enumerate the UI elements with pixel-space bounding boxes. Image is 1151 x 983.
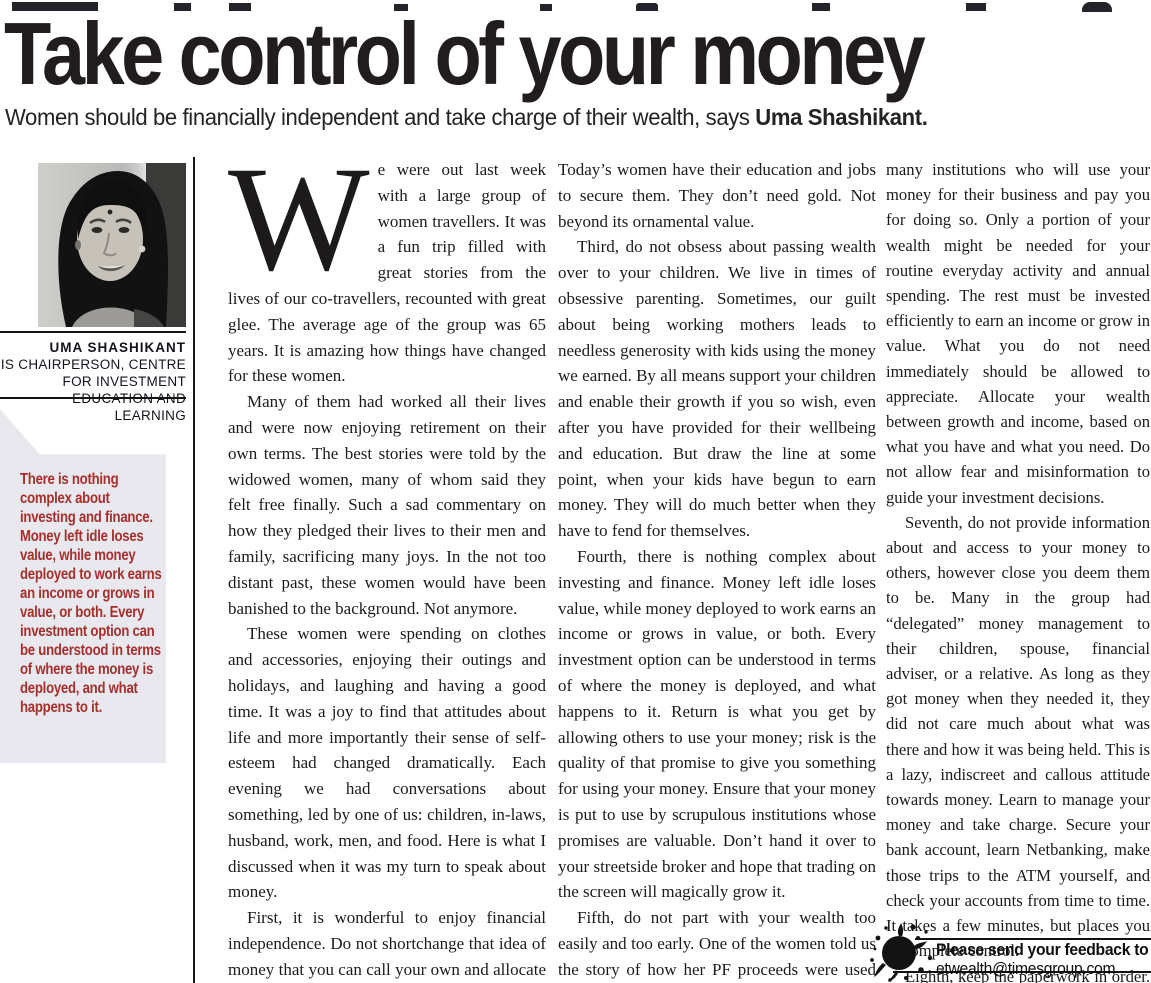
paragraph: many institutions who will use your mone… [886,160,1150,507]
paragraph: These women were spending on clothes and… [228,624,546,902]
pull-quote-text: There is nothing complex about investing… [20,471,162,716]
paragraph: Seventh, do not provide information abou… [886,512,1150,961]
crop-artifact [812,3,830,11]
crop-artifact [12,2,98,11]
paragraph: Fifth, do not part with your wealth too … [558,908,876,979]
paragraph: Today’s women have their education and j… [558,160,876,231]
crop-artifact [636,3,658,11]
column-divider-rule [193,157,195,983]
paragraph: Third, do not obsess about passing wealt… [558,237,876,541]
crop-artifact [1082,2,1112,12]
paragraph-text: e were out last week with a large group … [228,160,546,386]
feedback-label: Please send your feedback to [936,941,1149,959]
author-photo [38,163,186,327]
crop-artifact [966,3,986,11]
article-subtitle: Women should be financially independent … [5,104,928,131]
article-column-3: many institutions who will use your mone… [886,157,1150,983]
crop-artifact [229,3,251,11]
paragraph: Fourth, there is nothing complex about i… [558,546,876,902]
feedback-rule-top [915,938,1151,940]
drop-cap: W [228,136,370,302]
paragraph: Many of them had worked all their lives … [228,392,546,618]
author-name: UMA SHASHIKANT [49,340,186,355]
caption-rule-bottom [0,397,186,399]
article-headline: Take control of your money [4,4,926,103]
crop-artifact [174,3,191,11]
feedback-email: etwealth@timesgroup.com [936,960,1116,978]
pull-quote-box [0,409,166,763]
crop-artifact [394,4,408,11]
paragraph: Eighth, keep the paperwork in order. Pay… [905,966,1150,983]
crop-artifact [540,4,552,11]
subtitle-text: Women should be financially independent … [5,104,756,130]
ink-splat-icon [870,923,933,982]
paragraph: First, it is wonderful to enjoy financia… [228,908,546,979]
subtitle-author-name: Uma Shashikant. [755,104,928,130]
article-column-2: Today’s women have their education and j… [558,157,876,983]
feedback-rule-bottom [893,971,1151,973]
caption-rule-top [0,331,186,333]
author-role: IS CHAIRPERSON, CENTRE FOR INVESTMENT ED… [0,357,186,423]
photo-caption: UMA SHASHIKANT IS CHAIRPERSON, CENTRE FO… [0,339,186,424]
feedback-note: Please send your feedback to etwealth@ti… [936,941,1149,979]
